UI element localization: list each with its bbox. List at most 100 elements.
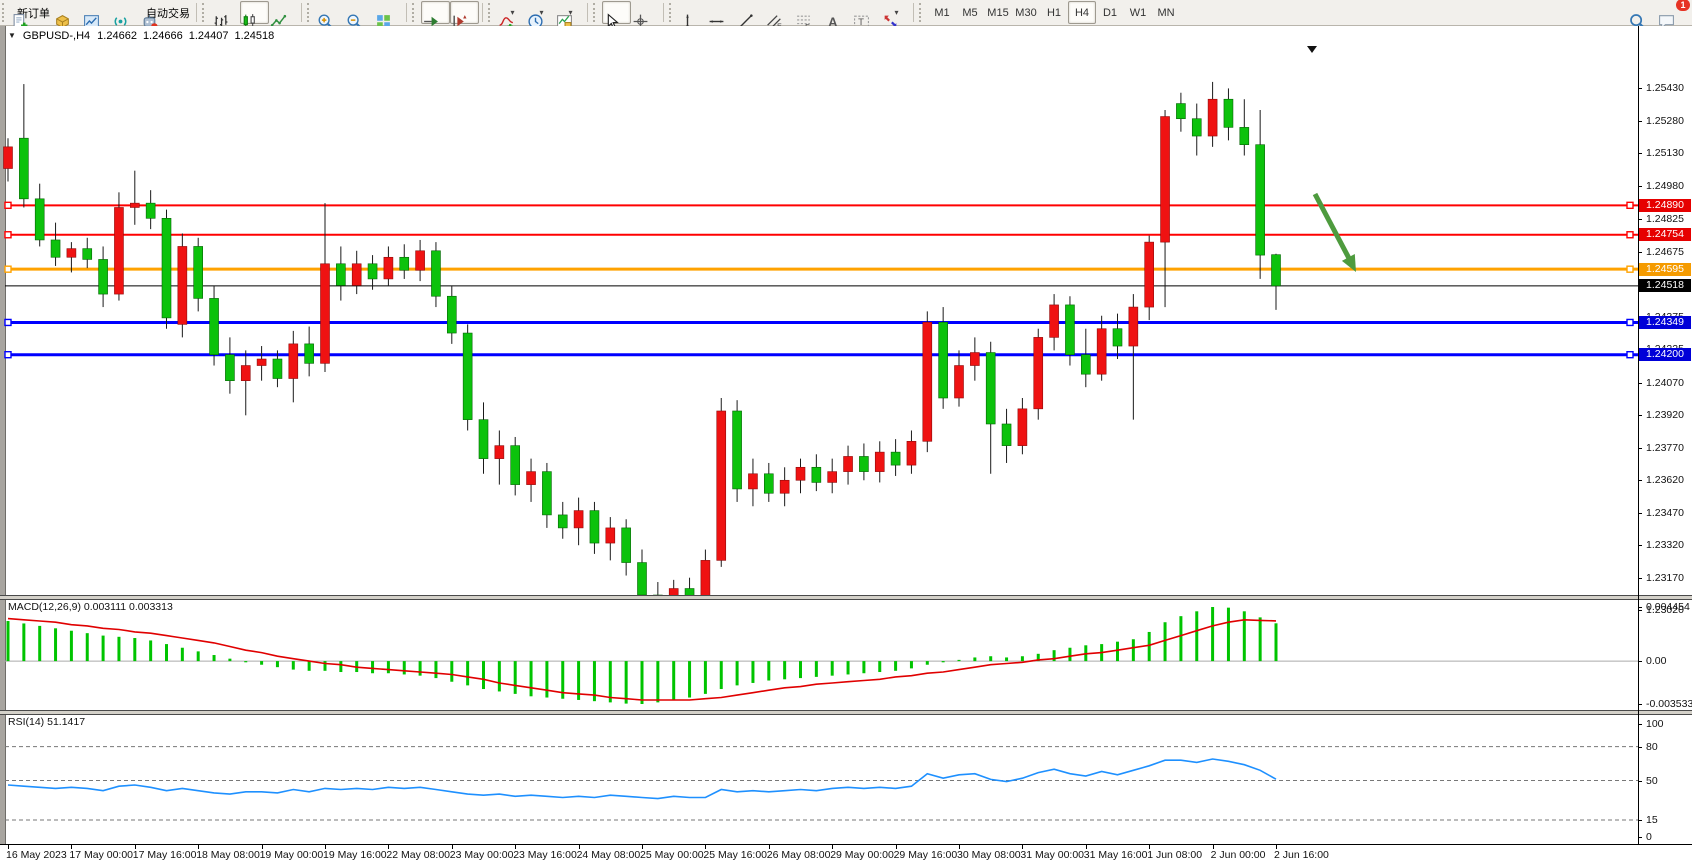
candle-body [66,248,77,258]
toolbar-group-handle[interactable] [669,3,676,22]
toolbar-separator [406,3,407,22]
time-axis-tick [1149,845,1151,849]
line-handle[interactable] [1626,201,1634,210]
time-axis-tick [895,845,897,849]
price-chart-canvas[interactable] [0,44,1692,595]
timeframe-button-m5[interactable]: M5 [962,6,978,19]
dropdown-arrow-icon[interactable]: ▾ [568,8,573,17]
rsi-pane-separator[interactable] [0,710,1692,715]
timeframe-button-mn[interactable]: MN [1157,6,1175,19]
fibonacci-button[interactable]: F [794,1,823,30]
toolbar-group-handle[interactable] [307,3,314,22]
line-handle[interactable] [4,231,12,239]
candle-body [3,146,13,169]
arrow-object[interactable] [1312,192,1355,266]
timeframe-button-w1[interactable]: W1 [1129,6,1147,19]
rsi-indicator-canvas[interactable] [0,713,1692,844]
candle-body [1176,103,1186,120]
zoom-out-button[interactable] [345,1,374,29]
toolbar-group-handle[interactable] [593,3,600,22]
line-handle[interactable] [4,318,12,327]
toolbar-group-handle[interactable] [412,3,419,22]
line-handle[interactable] [4,201,12,210]
price-axis-label: 1.24825 [1646,213,1684,226]
candle-body [605,527,616,544]
timeframe-button-m30[interactable]: M30 [1015,6,1037,19]
macd-scale-label: 0.00 [1646,655,1667,668]
time-axis[interactable]: 16 May 2023 17 May 00:00 17 May 16:00 18 Ma… [0,844,1692,866]
text-label-button[interactable]: T [852,1,881,28]
line-handle[interactable] [4,351,12,359]
auto-scroll-button[interactable] [421,1,450,26]
zoom-in-button[interactable] [316,1,345,29]
signals-button[interactable] [111,1,140,26]
publish-chart-button[interactable] [82,1,111,28]
timeframe-button-h1[interactable]: H1 [1046,6,1062,19]
channel-button[interactable]: E [765,1,794,30]
candle-body [1112,328,1123,347]
candle-body [1001,423,1012,446]
chart-shift-marker-icon[interactable] [1307,46,1317,53]
indicators-button[interactable]: ▾ [497,1,526,29]
candle-body [922,321,933,442]
notifications-button[interactable]: 1 [1657,0,1690,29]
market-watch-button[interactable] [53,1,82,30]
candle-body [795,466,806,481]
price-axis-tick [1638,415,1642,417]
timeframe-button-h4[interactable]: H4 [1068,1,1096,24]
line-handle[interactable] [1626,265,1634,273]
candle-body [1081,354,1091,375]
svg-text:T: T [858,17,864,28]
templates-button[interactable]: ▾ [555,1,584,28]
chart-window: ▼ GBPUSD-,H4 1.24662 1.24666 1.24407 1.2… [0,26,1692,866]
rsi-scale-label: 50 [1646,774,1658,787]
toolbar-group-handle[interactable] [919,3,926,22]
collapse-triangle-icon[interactable]: ▼ [8,31,16,40]
line-handle[interactable] [1626,231,1634,239]
candle-body [399,256,410,271]
price-axis-label: 1.23770 [1646,441,1684,454]
trendline-button[interactable] [736,1,765,29]
vertical-line-button[interactable] [678,1,707,28]
dropdown-arrow-icon[interactable]: ▾ [894,8,899,17]
timeframe-button-d1[interactable]: D1 [1102,6,1118,19]
horizontal-line-button[interactable] [707,1,736,24]
toolbar-group-handle[interactable] [202,3,209,22]
crosshair-button[interactable] [631,1,660,28]
tile-windows-button[interactable] [374,1,403,28]
time-axis-label: 2 Jun 16:00 [1274,849,1329,861]
price-axis-tick [1638,219,1642,221]
candle-body [779,479,790,494]
text-button[interactable]: A [823,1,852,29]
timeframe-button-m15[interactable]: M15 [987,6,1009,19]
candle-body [1271,254,1281,287]
candle-body [351,263,362,286]
line-handle[interactable] [1626,351,1634,359]
line-handle[interactable] [4,265,12,273]
time-axis-label: 19 May 16:00 [323,849,387,861]
periods-clock-button[interactable]: ▾ [526,1,555,29]
candle-body [526,471,536,485]
arrows-button[interactable]: ▾ [881,1,910,27]
candle-body [700,560,711,595]
macd-pane-separator[interactable] [0,595,1692,600]
new-order-button[interactable]: 新订单 [11,1,53,29]
cursor-button[interactable] [602,1,631,28]
price-axis-label: 1.24675 [1646,245,1684,258]
autotrading-button[interactable]: 自动交易 [140,1,193,30]
macd-indicator-canvas[interactable] [0,598,1692,710]
time-axis-label: 25 May 16:00 [703,849,768,861]
dropdown-arrow-icon[interactable]: ▾ [539,8,544,17]
toolbar-group-handle[interactable] [2,3,9,22]
bar-chart-button[interactable] [211,1,240,27]
line-handle[interactable] [1626,318,1634,327]
price-axis-tick [1638,185,1642,187]
search-button[interactable] [1628,1,1657,29]
candlestick-button[interactable] [240,1,269,28]
dropdown-arrow-icon[interactable]: ▾ [510,8,515,17]
time-axis-label: 17 May 00:00 [69,849,134,861]
timeframe-button-m1[interactable]: M1 [934,6,950,19]
chart-shift-button[interactable] [450,1,479,27]
toolbar-group-handle[interactable] [488,3,495,22]
line-chart-button[interactable] [269,1,298,26]
